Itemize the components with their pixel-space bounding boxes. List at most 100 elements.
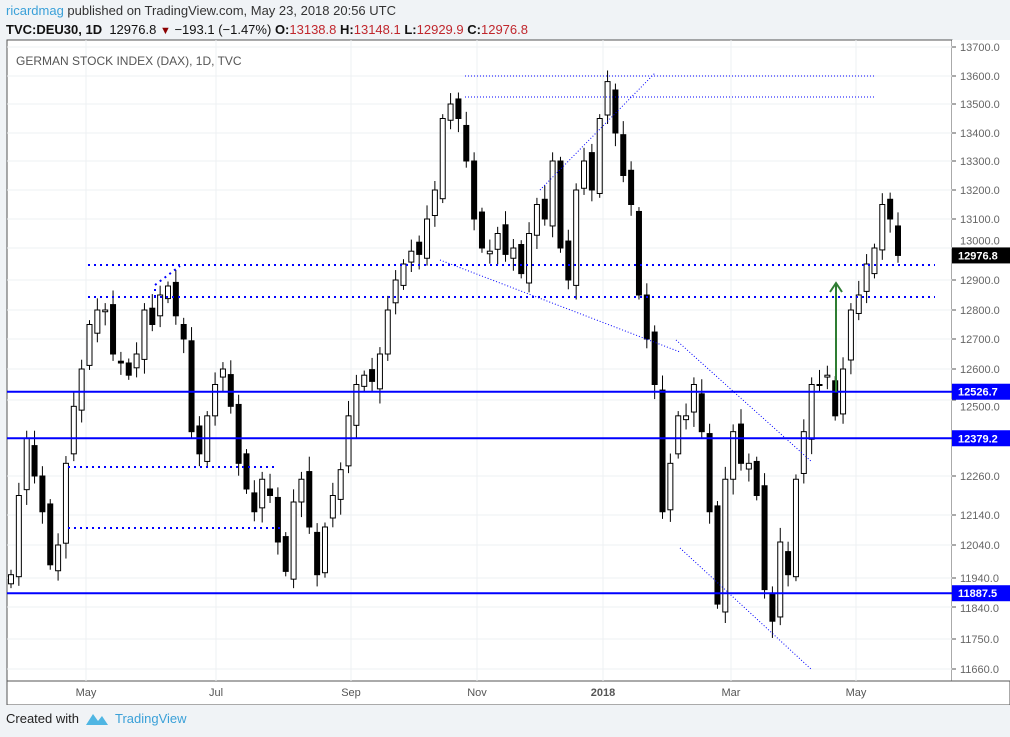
candle-up — [133, 353, 140, 369]
tradingview-link[interactable]: TradingView — [114, 711, 187, 726]
candle-down — [628, 169, 635, 205]
candle-down — [251, 492, 258, 513]
close-label: C: — [467, 22, 481, 37]
candle-up — [290, 501, 297, 580]
candle-down — [149, 307, 156, 326]
price-label-bg — [952, 585, 1010, 602]
candle-down — [706, 433, 713, 513]
candle-up — [667, 462, 674, 511]
candle-up — [400, 263, 407, 286]
drawings[interactable] — [68, 72, 935, 671]
candle-down — [738, 423, 745, 464]
dotted-connector[interactable] — [154, 265, 181, 297]
candle-up — [345, 415, 352, 467]
candle-up — [722, 478, 729, 613]
price-label-bg — [952, 383, 1010, 400]
y-tick-label: 12700.0 — [960, 334, 1000, 346]
price-label: 12526.7 — [958, 387, 998, 399]
high-value: 13148.1 — [353, 22, 401, 37]
green-arrow[interactable] — [829, 281, 843, 392]
candle-up — [353, 384, 360, 426]
candle-down — [282, 536, 289, 572]
candle-up — [792, 478, 799, 578]
candle-up — [78, 368, 85, 411]
x-tick-label: 2018 — [591, 687, 615, 699]
y-tick-label: 12140.0 — [960, 510, 1000, 522]
candle-up — [392, 279, 399, 304]
candle-up — [298, 478, 305, 503]
x-tick-label: Jul — [209, 687, 223, 699]
candle-up — [55, 544, 62, 572]
price-change: −193.1 (−1.47%) — [174, 22, 272, 37]
ohlc-bar: TVC:DEU30, 1D 12976.8 ▼ −193.1 (−1.47%) … — [6, 22, 528, 37]
candle-up — [439, 118, 446, 200]
candle-down — [188, 340, 195, 433]
candle-down — [267, 488, 274, 496]
x-tick-label: Mar — [722, 687, 741, 699]
candle-up — [141, 309, 148, 360]
candle-down — [31, 445, 38, 477]
publish-info: ricardmag published on TradingView.com, … — [6, 3, 396, 18]
y-tick-label: 11750.0 — [960, 634, 999, 646]
candle-up — [424, 218, 431, 259]
candle-down — [518, 244, 525, 275]
author-link[interactable]: ricardmag — [6, 3, 64, 18]
candle-down — [369, 369, 376, 382]
y-tick-label: 13400.0 — [960, 128, 1000, 140]
symbol: TVC:DEU30, 1D — [6, 22, 103, 37]
price-axis[interactable] — [952, 40, 1010, 681]
candle-up — [745, 462, 752, 470]
publish-text: published on TradingView.com, May 23, 20… — [67, 3, 396, 18]
y-tick-label: 13600.0 — [960, 71, 1000, 83]
candle-up — [94, 309, 101, 334]
candle-down — [887, 198, 894, 220]
candle-down — [314, 531, 321, 576]
time-axis[interactable] — [6, 680, 1010, 705]
open-label: O: — [274, 22, 290, 37]
candle-up — [164, 285, 171, 300]
candle-down — [172, 281, 179, 317]
candle-up — [824, 374, 831, 378]
candle-down — [471, 160, 478, 220]
candle-up — [863, 263, 870, 292]
candle-down — [39, 475, 46, 513]
down-triangle-icon: ▼ — [159, 25, 171, 37]
candle-up — [361, 374, 368, 387]
candle-down — [588, 152, 595, 191]
y-tick-label: 11840.0 — [960, 603, 999, 615]
candle-down — [761, 485, 768, 591]
candle-up — [329, 495, 336, 519]
trendline-1[interactable] — [439, 259, 681, 353]
x-tick-label: May — [76, 687, 97, 699]
candle-down — [651, 331, 658, 386]
candle-down — [612, 89, 619, 134]
y-tick-label: 12900.0 — [960, 275, 1000, 287]
candlestick-chart[interactable]: 13700.0 13600.0 13500.0 13400.0 13300.0 13200… — [0, 0, 1010, 705]
candle-up — [808, 384, 815, 440]
candle-down — [698, 393, 705, 433]
candle-up — [62, 462, 69, 544]
trendline-2[interactable] — [539, 72, 656, 191]
candle-up — [219, 368, 226, 378]
candle-down — [769, 592, 776, 622]
trendline-3[interactable] — [675, 339, 813, 463]
candle-up — [604, 81, 611, 116]
candle-up — [447, 103, 454, 121]
candle-down — [620, 134, 627, 176]
x-tick-label: Nov — [467, 687, 487, 699]
price-label: 11887.5 — [958, 588, 997, 600]
candle-up — [337, 469, 344, 500]
candle-down — [125, 362, 132, 376]
candle-up — [8, 574, 14, 585]
candle-up — [581, 160, 588, 189]
candle-up — [494, 233, 501, 250]
last-price: 12976.8 — [109, 22, 157, 37]
y-tick-label: 13200.0 — [960, 185, 1000, 197]
created-with-text: Created with — [6, 711, 79, 726]
candle-up — [510, 247, 517, 259]
y-tick-label: 12500.0 — [960, 402, 1000, 414]
candle-down — [180, 324, 187, 340]
candle-up — [157, 294, 164, 317]
candle-down — [643, 294, 650, 340]
candle-down — [235, 403, 242, 464]
